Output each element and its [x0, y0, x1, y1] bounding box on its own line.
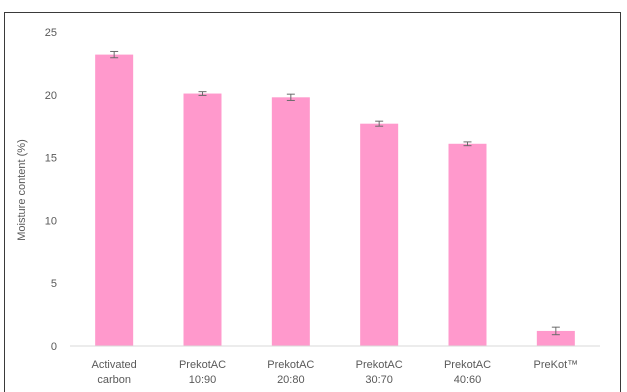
error-bar [110, 50, 119, 59]
y-axis-ticks: 0 5 10 15 20 25 [45, 27, 57, 353]
x-tick-label: Activated [92, 359, 137, 371]
x-tick-label: 40:60 [454, 374, 482, 386]
error-bar [198, 91, 207, 96]
y-tick-label: 25 [45, 27, 57, 39]
x-tick-label: PrekotAC [267, 359, 314, 371]
y-tick-label: 15 [45, 153, 57, 165]
error-bars [110, 50, 560, 336]
bar [360, 123, 399, 346]
x-tick-label: 20:80 [277, 374, 305, 386]
y-axis-title: Moisture content (%) [16, 139, 28, 240]
bar [536, 330, 575, 346]
error-bar [375, 120, 384, 127]
bar [95, 54, 134, 346]
bar [271, 97, 310, 346]
x-tick-label: carbon [97, 374, 131, 386]
y-tick-label: 20 [45, 90, 57, 102]
x-tick-label: PrekotAC [179, 359, 226, 371]
error-bar [551, 326, 560, 336]
y-tick-label: 0 [51, 341, 57, 353]
x-tick-label: PrekotAC [356, 359, 403, 371]
x-axis-labels: Activated carbon PrekotAC 10:90 PrekotAC 20:8… [92, 359, 579, 386]
y-tick-label: 10 [45, 215, 57, 227]
bar [448, 143, 487, 346]
y-tick-label: 5 [51, 278, 57, 290]
x-tick-label: PreKot™ [534, 359, 579, 371]
x-tick-label: 30:70 [365, 374, 393, 386]
error-bar [463, 141, 472, 147]
bars [95, 54, 575, 346]
error-bar [286, 93, 295, 101]
x-tick-label: 10:90 [189, 374, 217, 386]
bar [183, 93, 222, 346]
x-tick-label: PrekotAC [444, 359, 491, 371]
